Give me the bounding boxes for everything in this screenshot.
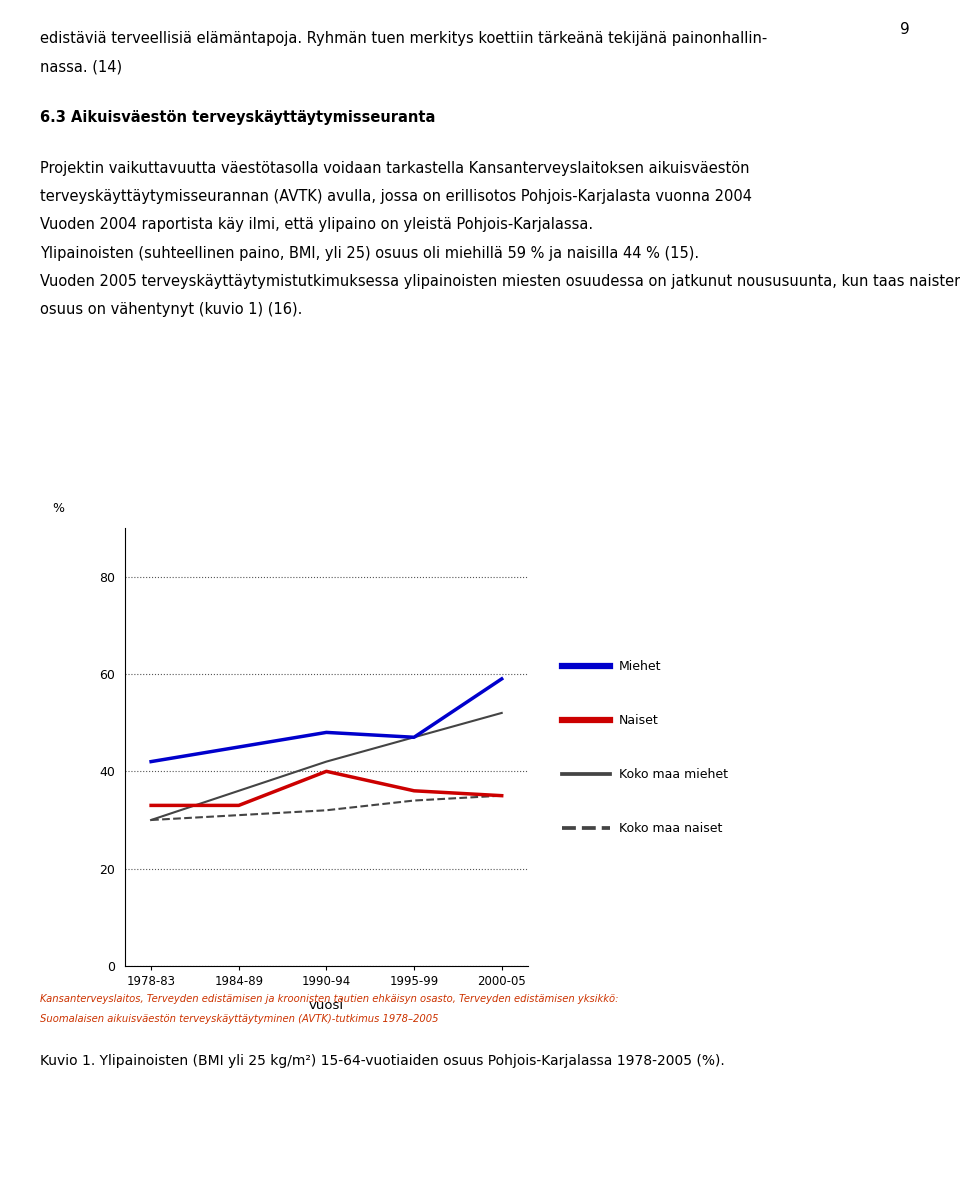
- Text: osuus on vähentynyt (kuvio 1) (16).: osuus on vähentynyt (kuvio 1) (16).: [40, 302, 302, 317]
- Text: 9: 9: [900, 22, 910, 36]
- Text: :KTL:: :KTL:: [787, 467, 868, 496]
- Text: nassa. (14): nassa. (14): [40, 59, 123, 74]
- Text: Naiset: Naiset: [619, 714, 659, 726]
- Text: 6.3 Aikuisväestön terveyskäyttäytymisseuranta: 6.3 Aikuisväestön terveyskäyttäytymisseu…: [40, 110, 436, 125]
- Text: Koko maa naiset: Koko maa naiset: [619, 822, 723, 834]
- Text: edistäviä terveellisiä elämäntapoja. Ryhmän tuen merkitys koettiin tärkeänä teki: edistäviä terveellisiä elämäntapoja. Ryh…: [40, 31, 768, 46]
- Text: Koko maa miehet: Koko maa miehet: [619, 768, 729, 780]
- Text: terveyskäyttäytymisseurannan (AVTK) avulla, jossa on erillisotos Pohjois-Karjala: terveyskäyttäytymisseurannan (AVTK) avul…: [40, 190, 753, 204]
- Text: Kansanterveyslaitos, Terveyden edistämisen ja kroonisten tautien ehkäisyn osasto: Kansanterveyslaitos, Terveyden edistämis…: [40, 994, 619, 1003]
- Text: Ylipainoisten (suhteellinen paino, BMI, yli 25) osuus oli miehillä 59 % ja naisi: Ylipainoisten (suhteellinen paino, BMI, …: [40, 246, 700, 260]
- Text: Miehet: Miehet: [619, 660, 661, 672]
- Text: Projektin vaikuttavuutta väestötasolla voidaan tarkastella Kansanterveyslaitokse: Projektin vaikuttavuutta väestötasolla v…: [40, 161, 750, 176]
- Text: Kuvio 1. Ylipainoisten (BMI yli 25 kg/m²) 15-64-vuotiaiden osuus Pohjois-Karjala: Kuvio 1. Ylipainoisten (BMI yli 25 kg/m²…: [40, 1054, 725, 1068]
- Text: Ylipainoisten (BMI ≥ 25 kg/m²) (15–64-v.) ikävakioitu osuus: Ylipainoisten (BMI ≥ 25 kg/m²) (15–64-v.…: [54, 466, 588, 480]
- Text: %: %: [52, 502, 64, 515]
- Text: Vuoden 2004 raportista käy ilmi, että ylipaino on yleistä Pohjois-Karjalassa.: Vuoden 2004 raportista käy ilmi, että yl…: [40, 217, 593, 233]
- Text: Suomalaisen aikuisväestön terveyskäyttäytyminen (AVTK)-tutkimus 1978–2005: Suomalaisen aikuisväestön terveyskäyttäy…: [40, 1014, 439, 1024]
- X-axis label: vuosi: vuosi: [309, 1000, 344, 1012]
- Text: Vuoden 2005 terveyskäyttäytymistutkimuksessa ylipainoisten miesten osuudessa on : Vuoden 2005 terveyskäyttäytymistutkimuks…: [40, 274, 960, 289]
- Text: Pohjois-Karjalan maakunnassa 1978–2005: Pohjois-Karjalan maakunnassa 1978–2005: [54, 492, 433, 506]
